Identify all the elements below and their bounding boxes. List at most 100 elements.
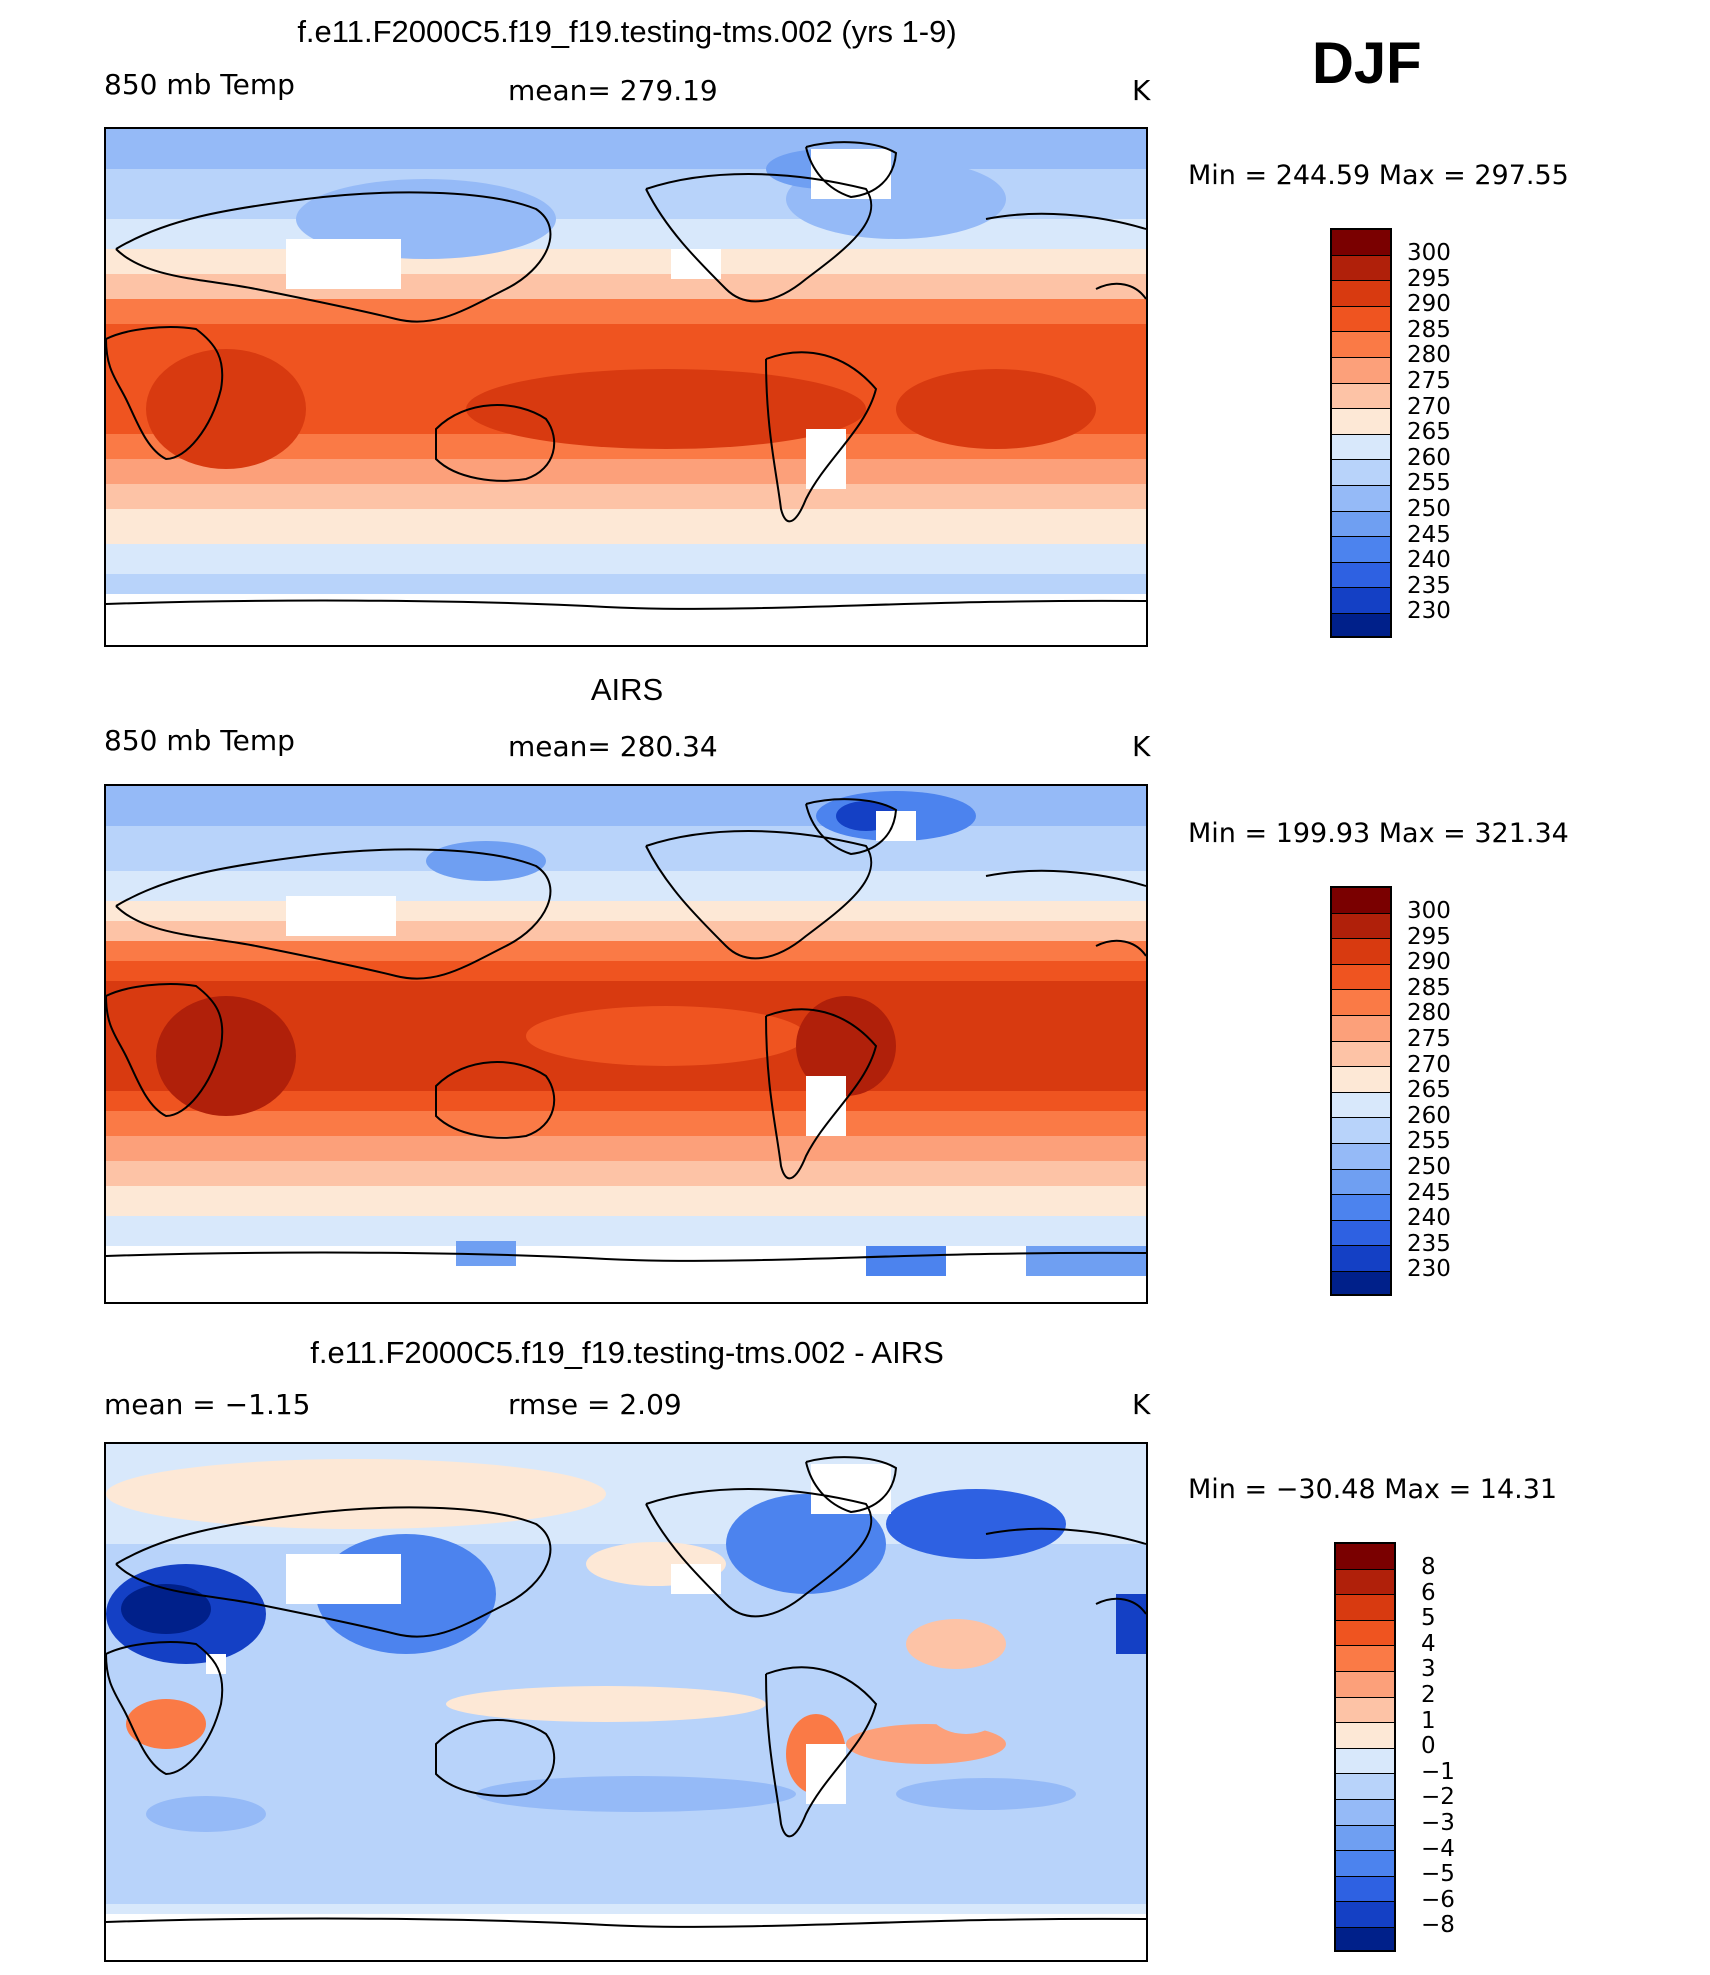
colorbar-3-label: −3 — [1421, 1810, 1455, 1836]
panel-1-center-label: mean= 279.19 — [508, 74, 718, 107]
colorbar-1-label: 240 — [1407, 547, 1451, 573]
panel-2-title: AIRS — [590, 672, 664, 707]
colorbar-swatch — [1332, 485, 1390, 512]
season-label: DJF — [1312, 31, 1422, 96]
colorbar-1-label: 245 — [1407, 522, 1451, 548]
colorbar-swatch — [1336, 1825, 1394, 1852]
colorbar-swatch — [1332, 230, 1390, 256]
colorbar-1-label: 260 — [1407, 445, 1451, 471]
colorbar-3-label: 4 — [1421, 1631, 1436, 1657]
colorbar-swatch — [1332, 281, 1390, 307]
colorbar-swatch — [1336, 1851, 1394, 1877]
colorbar-swatch — [1332, 562, 1390, 589]
colorbar-swatch — [1336, 1697, 1394, 1724]
colorbar-3-label: 3 — [1421, 1656, 1436, 1682]
colorbar-1-label: 300 — [1407, 240, 1451, 266]
colorbar-swatch — [1332, 1246, 1390, 1272]
colorbar-3-label: 1 — [1421, 1708, 1436, 1734]
colorbar-swatch — [1336, 1544, 1394, 1570]
panel-3-colorbar — [1334, 1542, 1396, 1952]
colorbar-1-label: 265 — [1407, 419, 1451, 445]
colorbar-swatch — [1332, 306, 1390, 333]
colorbar-swatch — [1332, 1169, 1390, 1196]
colorbar-1-label: 250 — [1407, 496, 1451, 522]
colorbar-1-label: 285 — [1407, 317, 1451, 343]
colorbar-swatch — [1332, 990, 1390, 1016]
colorbar-2-label: 300 — [1407, 898, 1451, 924]
colorbar-2-label: 245 — [1407, 1180, 1451, 1206]
colorbar-swatch — [1332, 537, 1390, 563]
colorbar-swatch — [1336, 1799, 1394, 1826]
colorbar-swatch — [1336, 1569, 1394, 1596]
colorbar-1-label: 235 — [1407, 573, 1451, 599]
panel-2-colorbar — [1330, 886, 1392, 1296]
colorbar-swatch — [1332, 357, 1390, 384]
colorbar-swatch — [1332, 1143, 1390, 1170]
panel-1-title: f.e11.F2000C5.f19_f19.testing-tms.002 (y… — [297, 14, 957, 49]
colorbar-2-label: 270 — [1407, 1052, 1451, 1078]
colorbar-2-label: 295 — [1407, 924, 1451, 950]
colorbar-3-label: −4 — [1421, 1836, 1455, 1862]
colorbar-swatch — [1336, 1723, 1394, 1749]
colorbar-3-label: −5 — [1421, 1861, 1455, 1887]
panel-2-minmax: Min = 199.93 Max = 321.34 — [1188, 818, 1569, 849]
panel-2-left-label: 850 mb Temp — [104, 724, 295, 757]
colorbar-2-label: 260 — [1407, 1103, 1451, 1129]
panel-3-left-label: mean = −1.15 — [104, 1388, 311, 1421]
colorbar-3-label: −1 — [1421, 1759, 1455, 1785]
panel-3-center-label: rmse = 2.09 — [508, 1388, 682, 1421]
panel-3-map — [104, 1442, 1148, 1962]
colorbar-swatch — [1336, 1595, 1394, 1621]
colorbar-1-label: 295 — [1407, 266, 1451, 292]
colorbar-swatch — [1332, 460, 1390, 486]
colorbar-swatch — [1332, 1195, 1390, 1221]
panel-1-left-label: 850 mb Temp — [104, 68, 295, 101]
panel-2-center-label: mean= 280.34 — [508, 730, 718, 763]
colorbar-1-label: 270 — [1407, 394, 1451, 420]
colorbar-3-label: 5 — [1421, 1605, 1436, 1631]
colorbar-2-label: 250 — [1407, 1154, 1451, 1180]
colorbar-swatch — [1332, 1015, 1390, 1042]
colorbar-swatch — [1332, 888, 1390, 914]
panel-2-units: K — [1132, 730, 1151, 763]
colorbar-2-label: 265 — [1407, 1077, 1451, 1103]
colorbar-swatch — [1332, 409, 1390, 435]
colorbar-swatch — [1332, 1067, 1390, 1093]
colorbar-swatch — [1332, 511, 1390, 538]
colorbar-swatch — [1332, 964, 1390, 991]
colorbar-1-label: 290 — [1407, 291, 1451, 317]
panel-3-units: K — [1132, 1388, 1151, 1421]
panel-2-map — [104, 784, 1148, 1304]
panel-1-units: K — [1132, 74, 1151, 107]
panel-3-minmax: Min = −30.48 Max = 14.31 — [1188, 1474, 1558, 1505]
colorbar-3-label: −6 — [1421, 1887, 1455, 1913]
colorbar-swatch — [1336, 1774, 1394, 1800]
colorbar-swatch — [1336, 1876, 1394, 1903]
colorbar-2-label: 235 — [1407, 1231, 1451, 1257]
colorbar-1-label: 255 — [1407, 470, 1451, 496]
colorbar-2-label: 290 — [1407, 949, 1451, 975]
colorbar-swatch — [1332, 434, 1390, 461]
colorbar-swatch — [1336, 1646, 1394, 1672]
colorbar-swatch — [1336, 1620, 1394, 1647]
colorbar-swatch — [1332, 939, 1390, 965]
colorbar-swatch — [1332, 1271, 1390, 1294]
panel-3-title: f.e11.F2000C5.f19_f19.testing-tms.002 - … — [310, 1335, 944, 1370]
colorbar-swatch — [1336, 1748, 1394, 1775]
colorbar-swatch — [1336, 1902, 1394, 1928]
colorbar-swatch — [1332, 588, 1390, 614]
colorbar-swatch — [1332, 913, 1390, 940]
colorbar-2-label: 230 — [1407, 1256, 1451, 1282]
colorbar-2-label: 240 — [1407, 1205, 1451, 1231]
colorbar-3-label: 0 — [1421, 1733, 1436, 1759]
colorbar-swatch — [1336, 1671, 1394, 1698]
colorbar-swatch — [1332, 613, 1390, 636]
colorbar-swatch — [1332, 383, 1390, 410]
colorbar-3-label: −2 — [1421, 1784, 1455, 1810]
colorbar-swatch — [1332, 255, 1390, 282]
colorbar-3-label: 6 — [1421, 1580, 1436, 1606]
colorbar-swatch — [1332, 1092, 1390, 1119]
colorbar-1-label: 230 — [1407, 598, 1451, 624]
colorbar-3-label: 2 — [1421, 1682, 1436, 1708]
colorbar-1-label: 275 — [1407, 368, 1451, 394]
